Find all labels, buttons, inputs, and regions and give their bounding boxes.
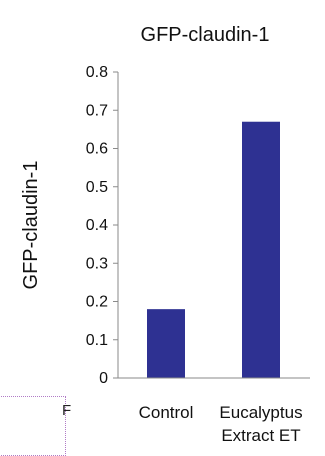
bar <box>242 121 280 378</box>
x-category-label: Extract ET <box>221 426 300 445</box>
y-axis-label: GFP-claudin-1 <box>20 161 42 290</box>
y-tick-label: 0.6 <box>86 141 108 158</box>
x-axis-categories: Control Eucalyptus Extract ET <box>139 403 303 445</box>
x-category-label: Eucalyptus <box>219 403 302 422</box>
y-axis-ticks: 0 0.1 0.2 0.3 0.4 0.5 0.6 0.7 0.8 <box>86 64 118 387</box>
y-tick-label: 0.5 <box>86 179 108 196</box>
bars <box>147 121 280 378</box>
y-tick-label: 0.2 <box>86 294 108 311</box>
y-tick-label: 0.3 <box>86 255 108 272</box>
y-tick-label: 0.1 <box>86 332 108 349</box>
fragment-text: F <box>62 402 72 419</box>
y-tick-label: 0.8 <box>86 64 108 81</box>
dotted-frame <box>0 396 66 456</box>
y-tick-label: 0 <box>99 370 108 387</box>
x-category-label: Control <box>139 403 194 422</box>
bar <box>147 309 185 378</box>
y-tick-label: 0.7 <box>86 102 108 119</box>
y-tick-label: 0.4 <box>86 217 108 234</box>
chart-title: GFP-claudin-1 <box>141 24 270 46</box>
